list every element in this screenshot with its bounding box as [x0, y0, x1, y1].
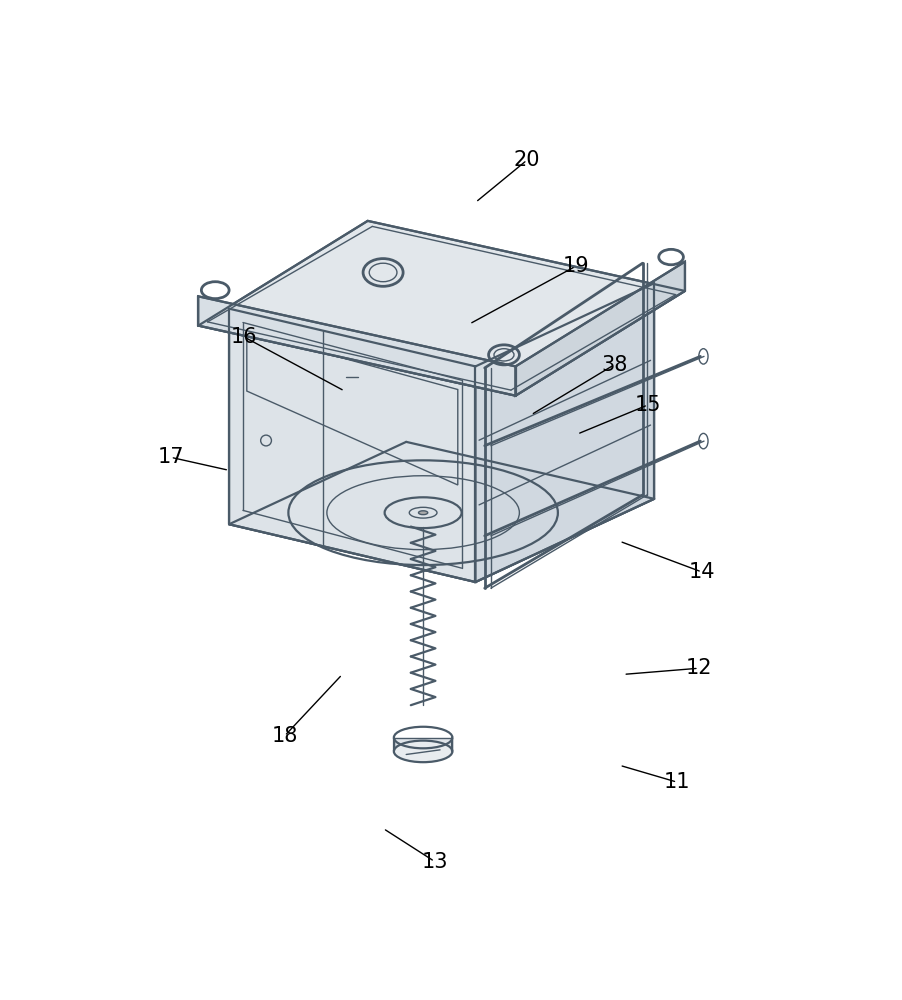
Ellipse shape [418, 511, 428, 515]
Polygon shape [229, 442, 653, 582]
Ellipse shape [393, 741, 452, 762]
Text: 38: 38 [600, 355, 627, 375]
Polygon shape [515, 262, 685, 396]
Text: 19: 19 [562, 256, 588, 276]
Text: 14: 14 [688, 562, 714, 582]
Text: 17: 17 [157, 447, 184, 467]
Polygon shape [229, 309, 475, 582]
Polygon shape [198, 296, 515, 396]
Text: 18: 18 [271, 726, 298, 746]
Text: 12: 12 [685, 658, 712, 678]
Polygon shape [246, 332, 457, 485]
Text: 15: 15 [634, 395, 660, 415]
Polygon shape [393, 738, 452, 751]
Polygon shape [198, 221, 685, 396]
Polygon shape [475, 283, 653, 582]
Text: 20: 20 [513, 150, 539, 170]
Text: 16: 16 [231, 327, 257, 347]
Text: 13: 13 [421, 852, 447, 872]
Text: 11: 11 [663, 772, 690, 792]
